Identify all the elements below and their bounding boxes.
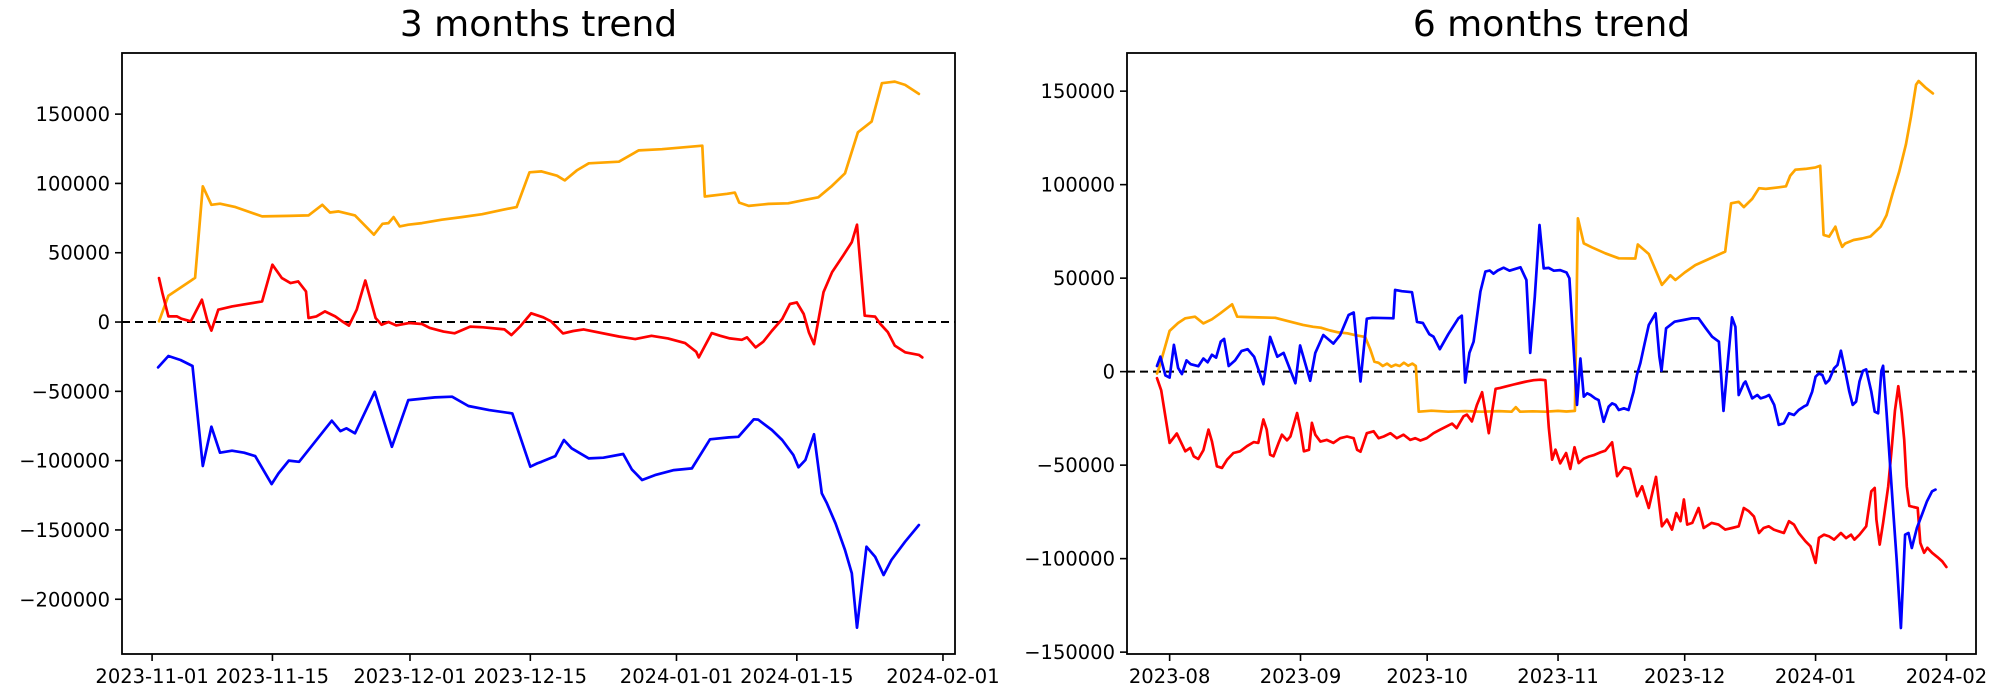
y-tick-label: −200000 — [19, 588, 110, 611]
chart-plot-svg: 150000 100000 50000 0 −50000 −100000 −150000 −2… — [19, 52, 1000, 688]
x-tick-label: 2024-01-15 — [740, 665, 853, 688]
y-tick-label: −100000 — [1024, 548, 1115, 571]
line-series-red — [1155, 376, 1948, 569]
line-series-blue — [1155, 223, 1937, 630]
y-tick-label: 100000 — [36, 172, 110, 195]
x-tick-label: 2023-10 — [1386, 665, 1467, 688]
chart-panel-3-months-trend: 3 months trend 150000 100000 50000 0 −50000 −… — [19, 4, 1000, 688]
y-tick-label: −50000 — [1037, 454, 1115, 477]
x-tick-label: 2024-01-01 — [620, 665, 733, 688]
y-tick-label: 50000 — [1053, 267, 1115, 290]
y-tick-label: 0 — [1103, 361, 1115, 384]
chart-panel-6-months-trend: 6 months trend 150000 100000 50000 0 −50000 −… — [1000, 0, 2000, 700]
line-series-orange — [1155, 79, 1935, 414]
x-tick-label: 2023-08 — [1129, 665, 1210, 688]
chart-plot-svg: 150000 100000 50000 0 −50000 −100000 −150000 20… — [1024, 52, 1987, 688]
x-tick-label: 2024-02 — [1906, 665, 1987, 688]
y-tick-label: 0 — [98, 311, 110, 334]
line-series-orange — [157, 80, 921, 323]
y-tick-label: −50000 — [32, 380, 110, 403]
y-tick-label: 100000 — [1041, 174, 1115, 197]
plot-frame — [1126, 52, 1977, 655]
x-tick-label: 2024-01 — [1775, 665, 1856, 688]
line-series-blue — [156, 354, 921, 630]
line-series-red — [157, 223, 924, 359]
x-tick-label: 2023-11 — [1517, 665, 1598, 688]
y-tick-label: 50000 — [48, 242, 110, 265]
chart-title-3-months: 3 months trend — [399, 4, 678, 45]
x-tick-label: 2023-11-15 — [216, 665, 329, 688]
x-tick-label: 2023-12 — [1644, 665, 1725, 688]
y-tick-label: −100000 — [19, 450, 110, 473]
y-tick-label: 150000 — [36, 103, 110, 126]
x-tick-label: 2023-12-01 — [353, 665, 466, 688]
x-tick-label: 2024-02-01 — [886, 665, 999, 688]
y-tick-label: −150000 — [19, 519, 110, 542]
x-tick-label: 2023-11-01 — [95, 665, 208, 688]
chart-title-6-months: 6 months trend — [1412, 4, 1691, 45]
y-tick-label: −150000 — [1024, 641, 1115, 664]
x-tick-label: 2023-12-15 — [474, 665, 587, 688]
y-tick-label: 150000 — [1041, 80, 1115, 103]
plot-frame — [121, 52, 956, 655]
x-tick-label: 2023-09 — [1260, 665, 1341, 688]
